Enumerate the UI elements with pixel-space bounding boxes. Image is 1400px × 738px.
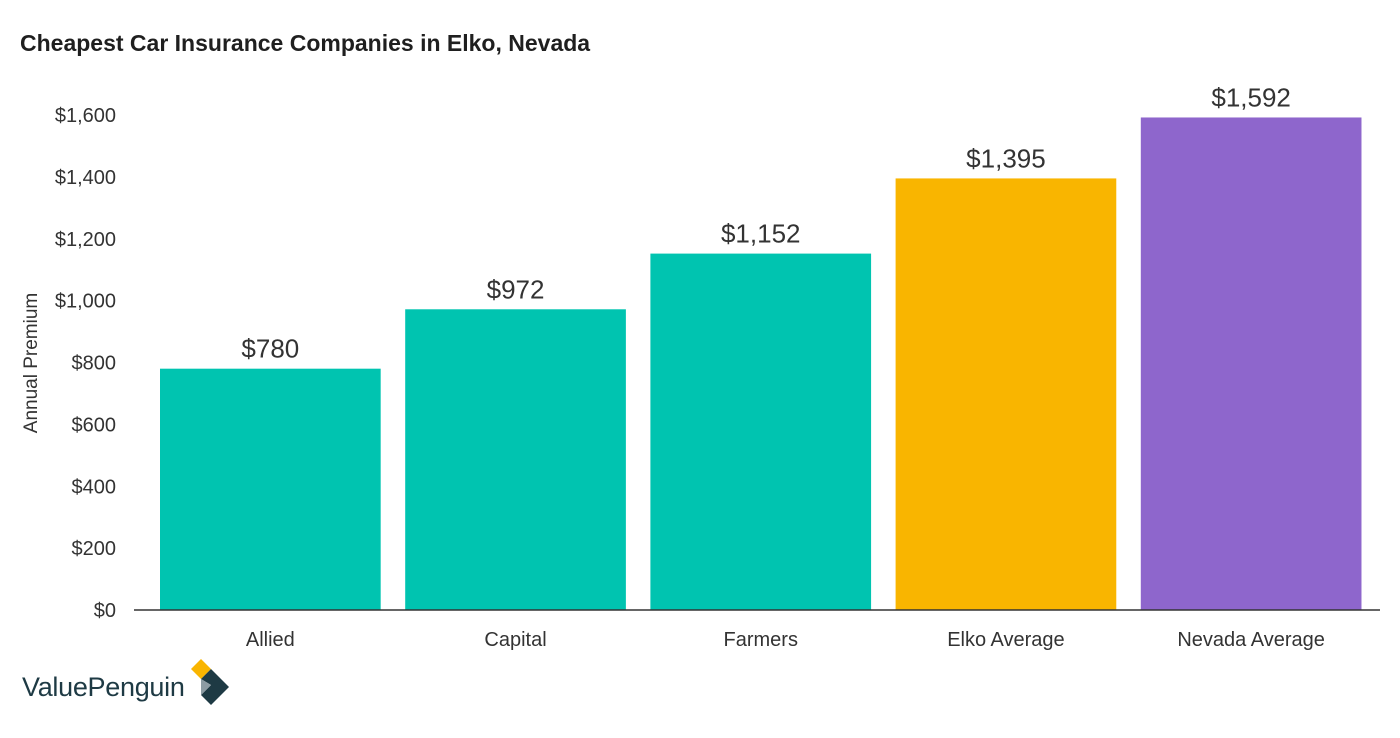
bars [160, 117, 1362, 610]
value-labels: $780 $972 $1,152 $1,395 $1,592 [241, 82, 1290, 363]
y-tick-label: $1,000 [55, 291, 116, 313]
bar-value-label: $1,152 [721, 219, 801, 249]
y-axis-title: Annual Premium [21, 293, 42, 433]
chart-title: Cheapest Car Insurance Companies in Elko… [20, 30, 591, 56]
bar-value-label: $972 [487, 274, 545, 304]
y-tick-label: $600 [72, 414, 117, 436]
y-tick-label: $800 [72, 353, 117, 375]
x-category-label: Allied [246, 629, 295, 651]
bar-value-label: $1,395 [966, 143, 1046, 173]
bar-chart: $0 $200 $400 $600 $800 $1,000 $1,200 $1,400 $1,6… [21, 82, 1380, 651]
bar-value-label: $780 [241, 334, 299, 364]
y-axis-ticks: $0 $200 $400 $600 $800 $1,000 $1,200 $1,400 $1,6… [55, 105, 116, 622]
x-category-label: Nevada Average [1177, 629, 1325, 651]
brand-name: ValuePenguin [22, 671, 185, 702]
bar [160, 368, 381, 610]
x-category-label: Elko Average [947, 629, 1065, 651]
y-tick-label: $0 [94, 600, 116, 622]
y-tick-label: $1,600 [55, 105, 116, 127]
y-tick-label: $400 [72, 476, 117, 498]
bar [1140, 117, 1362, 610]
bar [895, 178, 1117, 610]
x-category-label: Farmers [724, 629, 798, 651]
y-tick-label: $200 [72, 538, 117, 560]
y-tick-label: $1,400 [55, 167, 116, 189]
y-tick-label: $1,200 [55, 229, 116, 251]
bar [650, 253, 872, 610]
category-labels: Allied Capital Farmers Elko Average Nevada A… [246, 629, 1325, 651]
valuepenguin-logo: ValuePenguin [22, 659, 233, 712]
bar [405, 309, 626, 610]
x-category-label: Capital [484, 629, 546, 651]
valuepenguin-logo-icon [190, 659, 229, 705]
bar-value-label: $1,592 [1211, 82, 1291, 112]
